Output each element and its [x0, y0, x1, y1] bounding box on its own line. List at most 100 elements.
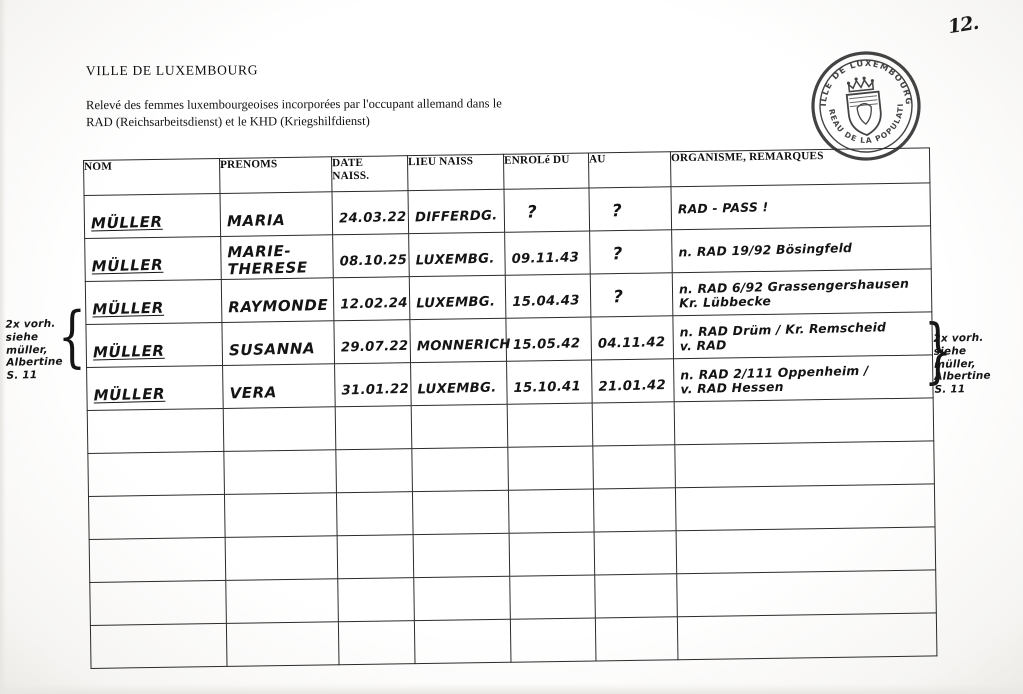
column-header-date-naiss-label: DATE — [331, 156, 364, 170]
cell-lieu-naiss: MONNERICH — [409, 318, 511, 363]
cell-empty — [592, 444, 676, 489]
cell-organisme-remarques: n. RAD Drüm / Kr. Remscheid v. RAD — [672, 311, 933, 359]
ledger-table-body: MÜLLER MARIA 24.03.22 DIFFERDG.?? RAD - PASS… — [84, 182, 937, 669]
cell-empty — [337, 534, 414, 579]
cell-lieu-naiss: LUXEMBG. — [410, 361, 508, 406]
cell-date-naiss-text: 24.03.22 — [338, 209, 407, 227]
cell-empty — [226, 621, 340, 667]
document-subtitle-line-2: RAD (Reichsarbeitsdienst) et le KHD (Kri… — [86, 113, 370, 129]
cell-lieu-naiss-text: MONNERICH — [416, 337, 511, 355]
cell-empty — [674, 440, 935, 488]
cell-organisme-remarques: n. RAD 2/111 Oppenheim / v. RAD Hessen — [673, 354, 934, 402]
cell-au: 04.11.42 — [590, 315, 674, 360]
cell-date-naiss: 08.10.25 — [332, 233, 410, 278]
column-header-au-label: AU — [588, 153, 606, 166]
cell-organisme-remarques-text: n. RAD 19/92 Bösingfeld — [678, 240, 853, 260]
cell-date-naiss: 29.07.22 — [333, 319, 411, 364]
cell-enrole-du-text: 15.04.43 — [512, 293, 580, 311]
column-header-organisme-remarques: ORGANISME, REMARQUES — [670, 147, 930, 187]
scan-edge-shadow-left — [0, 0, 6, 694]
column-header-lieu-naiss: LIEU NAISS — [407, 154, 504, 191]
cell-prenoms-text: THERESE — [227, 258, 308, 279]
cell-empty — [225, 535, 338, 581]
cell-au-text: ? — [612, 244, 624, 265]
cell-empty — [507, 445, 594, 491]
cell-empty — [595, 616, 678, 661]
column-header-nom: NOM — [83, 158, 221, 196]
cell-prenoms-text: MARIE- — [227, 241, 292, 262]
cell-empty — [224, 492, 338, 538]
cell-empty — [412, 490, 510, 535]
margin-note-right: 2x vorh. siehe müller, Albertine S. 11 — [933, 331, 991, 396]
ledger-table-container: NOM PRENOMS DATE NAISS. LIEU NAISS ENROL… — [83, 147, 937, 669]
cell-prenoms-text: VERA — [229, 383, 278, 403]
page-number: 12. — [946, 11, 980, 39]
cell-empty — [674, 397, 934, 445]
cell-enrole-du: 15.10.41 — [506, 359, 593, 405]
cell-au-text: 21.01.42 — [598, 378, 667, 395]
cell-enrole-du-text: 15.10.41 — [513, 379, 582, 397]
cell-enrole-du: 15.05.42 — [505, 316, 592, 362]
cell-prenoms: RAYMONDE — [221, 277, 334, 323]
organization-title: VILLE DE LUXEMBOURG — [85, 62, 259, 79]
cell-nom-text: MÜLLER — [93, 384, 166, 405]
cell-nom: MÜLLER — [85, 322, 223, 368]
cell-nom: MÜLLER — [85, 279, 222, 325]
column-header-prenoms: PRENOMS — [219, 156, 332, 194]
cell-nom-text: MÜLLER — [92, 298, 165, 319]
cell-empty — [411, 447, 509, 492]
cell-date-naiss: 24.03.22 — [331, 190, 409, 235]
cell-empty — [336, 491, 414, 536]
cell-enrole-du: 15.04.43 — [505, 273, 591, 319]
cell-empty — [509, 531, 595, 577]
cell-empty — [223, 449, 337, 495]
cell-date-naiss: 31.01.22 — [334, 362, 412, 407]
cell-lieu-naiss-text: LUXEMBG. — [415, 251, 495, 269]
cell-au-text: ? — [612, 287, 624, 308]
cell-empty — [223, 406, 336, 452]
cell-nom-text: MÜLLER — [90, 212, 163, 233]
document-subtitle: Relevé des femmes luxembourgeoises incor… — [86, 95, 606, 130]
cell-prenoms: VERA — [222, 363, 336, 409]
cell-enrole-du: 09.11.43 — [504, 230, 591, 276]
cell-date-naiss: 12.02.24 — [333, 276, 410, 321]
cell-prenoms: MARIE- THERESE — [220, 234, 334, 280]
cell-prenoms: MARIA — [220, 191, 333, 237]
margin-note-left: 2x vorh. siehe müller, Albertine S. 11 — [5, 317, 63, 382]
column-header-date-naiss: DATE NAISS. — [331, 155, 408, 192]
scan-edge-shadow-bottom — [0, 684, 1023, 694]
cell-lieu-naiss: DIFFERDG. — [407, 189, 505, 234]
cell-empty — [337, 577, 415, 622]
cell-lieu-naiss: LUXEMBG. — [409, 275, 506, 320]
ledger-table: NOM PRENOMS DATE NAISS. LIEU NAISS ENROL… — [83, 147, 937, 669]
cell-empty — [411, 404, 508, 449]
cell-empty — [594, 530, 677, 575]
column-header-nom-label: NOM — [84, 160, 113, 173]
cell-nom-text: MÜLLER — [92, 341, 165, 362]
cell-organisme-remarques: n. RAD 19/92 Bösingfeld — [671, 225, 932, 273]
cell-empty — [88, 494, 226, 540]
cell-empty — [335, 405, 412, 450]
cell-organisme-remarques: n. RAD 6/92 Grassengershausen Kr. Lübbeck… — [672, 268, 932, 316]
cell-organisme-remarques: RAD - PASS ! — [670, 182, 931, 230]
cell-nom: MÜLLER — [84, 236, 222, 282]
cell-au: 21.01.42 — [591, 358, 675, 403]
column-header-organisme-remarques-label: ORGANISME, REMARQUES — [670, 150, 824, 165]
cell-empty — [677, 612, 937, 660]
cell-empty — [509, 574, 596, 620]
cell-organisme-remarques-text: RAD - PASS ! — [677, 199, 769, 217]
cell-lieu-naiss-text: DIFFERDG. — [414, 208, 498, 226]
cell-enrole-du: ? — [503, 187, 590, 233]
cell-empty — [413, 576, 511, 621]
cell-empty — [594, 573, 678, 618]
cell-lieu-naiss: LUXEMBG. — [408, 232, 506, 277]
cell-date-naiss-text: 29.07.22 — [340, 338, 409, 356]
cell-date-naiss-text: 31.01.22 — [341, 381, 410, 399]
cell-empty — [87, 408, 224, 454]
cell-empty — [413, 533, 510, 578]
cell-enrole-du-text: 15.05.42 — [512, 336, 581, 354]
cell-prenoms: SUSANNA — [221, 320, 335, 366]
column-header-au: AU — [588, 151, 671, 188]
cell-au-text: 04.11.42 — [597, 335, 666, 352]
